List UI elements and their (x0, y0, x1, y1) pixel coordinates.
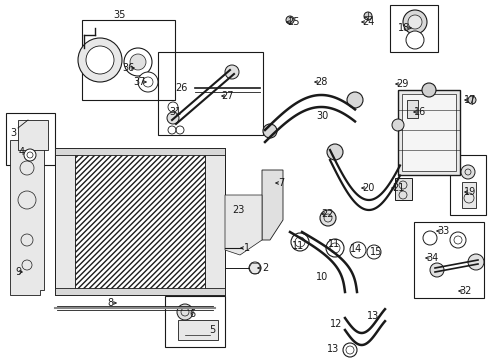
Text: 10: 10 (315, 272, 327, 282)
Circle shape (177, 304, 193, 320)
Bar (449, 155, 485, 215)
Circle shape (467, 254, 483, 270)
Circle shape (363, 12, 371, 20)
Bar (55, 148, 224, 155)
Circle shape (460, 165, 474, 179)
Bar (55, 288, 224, 295)
Text: 31: 31 (168, 107, 181, 117)
Text: 21: 21 (391, 183, 404, 193)
Bar (413, 222, 483, 298)
Bar (406, 100, 417, 118)
Text: 18: 18 (397, 23, 409, 33)
Circle shape (429, 263, 443, 277)
Text: 17: 17 (463, 95, 475, 105)
Text: 35: 35 (114, 10, 126, 20)
Text: 32: 32 (458, 286, 470, 296)
Text: 26: 26 (174, 83, 187, 93)
Text: 5: 5 (208, 325, 215, 335)
Circle shape (24, 149, 36, 161)
Circle shape (421, 83, 435, 97)
Text: 22: 22 (321, 209, 334, 219)
Circle shape (86, 46, 114, 74)
Circle shape (138, 72, 158, 92)
Text: 20: 20 (361, 183, 373, 193)
Polygon shape (224, 195, 262, 255)
Text: 14: 14 (349, 244, 362, 254)
Text: 11: 11 (291, 241, 304, 251)
Bar (394, 178, 411, 200)
Circle shape (467, 96, 475, 104)
Circle shape (407, 15, 421, 29)
Text: 15: 15 (369, 247, 382, 257)
Circle shape (366, 245, 380, 259)
Text: 11: 11 (327, 239, 340, 249)
Circle shape (224, 65, 239, 79)
Bar (461, 182, 475, 208)
Bar (397, 90, 459, 175)
Circle shape (319, 210, 335, 226)
Text: 34: 34 (425, 253, 437, 263)
Bar (178, 320, 218, 340)
Polygon shape (262, 170, 283, 240)
Circle shape (346, 92, 362, 108)
Circle shape (349, 242, 365, 258)
Circle shape (402, 10, 426, 34)
Polygon shape (10, 140, 44, 295)
Circle shape (290, 233, 308, 251)
Circle shape (167, 112, 179, 124)
Text: 4: 4 (19, 147, 25, 157)
Text: 19: 19 (463, 187, 475, 197)
Bar (18, 120, 48, 150)
Circle shape (263, 124, 276, 138)
Text: 29: 29 (395, 79, 407, 89)
Text: 8: 8 (107, 298, 113, 308)
Text: 9: 9 (15, 267, 21, 277)
Bar (75, 148, 204, 295)
Circle shape (124, 48, 152, 76)
Text: 3: 3 (10, 128, 16, 138)
Circle shape (232, 243, 243, 253)
Text: 25: 25 (286, 17, 299, 27)
Bar (389, 5, 437, 52)
Circle shape (449, 232, 465, 248)
Text: 16: 16 (413, 107, 425, 117)
Text: 30: 30 (315, 111, 327, 121)
Text: 36: 36 (122, 63, 134, 73)
Text: 27: 27 (221, 91, 234, 101)
Text: 13: 13 (326, 344, 339, 354)
Text: 28: 28 (314, 77, 326, 87)
Circle shape (78, 38, 122, 82)
Circle shape (248, 262, 261, 274)
Circle shape (326, 144, 342, 160)
Text: 6: 6 (188, 309, 195, 319)
Bar (82, 20, 175, 100)
Circle shape (391, 119, 403, 131)
Bar (164, 296, 224, 347)
Text: 2: 2 (262, 263, 267, 273)
Circle shape (405, 31, 423, 49)
Text: 33: 33 (436, 226, 448, 236)
Circle shape (422, 231, 436, 245)
Circle shape (130, 54, 146, 70)
Text: 23: 23 (231, 205, 244, 215)
Circle shape (342, 343, 356, 357)
Text: 12: 12 (329, 319, 342, 329)
Text: 24: 24 (361, 17, 373, 27)
Text: 13: 13 (366, 311, 378, 321)
Bar (158, 52, 263, 135)
Bar (6, 113, 55, 165)
Bar (204, 148, 224, 295)
Circle shape (325, 239, 343, 257)
Text: 37: 37 (134, 77, 146, 87)
Bar (401, 94, 455, 171)
Text: 1: 1 (244, 243, 249, 253)
Circle shape (285, 16, 293, 24)
Text: 7: 7 (277, 178, 284, 188)
Bar (55, 148, 75, 295)
